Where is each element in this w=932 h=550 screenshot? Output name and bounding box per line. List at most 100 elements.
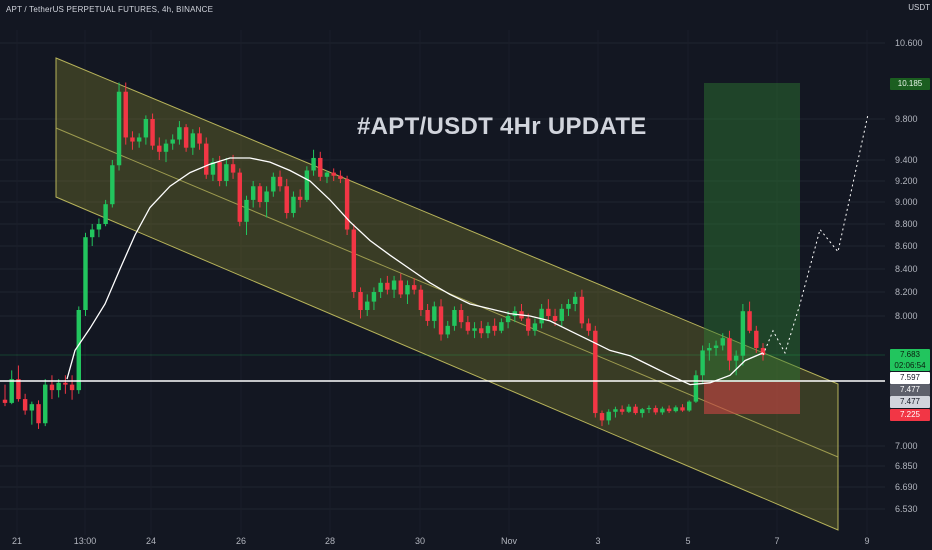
- candle-body: [499, 322, 504, 331]
- candle-body: [760, 347, 766, 355]
- last-price-tag: 7.683 02:06:54: [890, 349, 930, 371]
- currency-label: USDT: [908, 3, 930, 12]
- candle-body: [36, 404, 41, 424]
- chart-headline: #APT/USDT 4Hr UPDATE: [357, 113, 647, 140]
- candle-body: [204, 143, 209, 175]
- price-axis[interactable]: 10.600 9.800 9.400 9.200 9.000 8.800 8.600 8.40…: [895, 38, 923, 514]
- candle-body: [371, 292, 377, 302]
- candle-body: [76, 310, 82, 391]
- candle-body: [673, 407, 679, 412]
- candle-body: [492, 325, 497, 331]
- candle-body: [398, 280, 403, 295]
- candle-body: [190, 133, 196, 148]
- price-tick-label: 7.000: [895, 441, 918, 451]
- candle-body: [344, 178, 350, 230]
- candle-body: [626, 406, 632, 412]
- candle-body: [130, 137, 135, 142]
- candle-body: [385, 282, 390, 290]
- candle-body: [505, 316, 511, 323]
- price-tick-label: 9.400: [895, 155, 918, 165]
- candle-body: [291, 196, 296, 213]
- candle-body: [666, 408, 672, 412]
- time-tick-label: 7: [774, 536, 779, 546]
- time-tick-label: 28: [325, 536, 335, 546]
- candle-body: [9, 379, 14, 403]
- candle-body: [83, 237, 88, 310]
- time-axis[interactable]: 21 13:00 24 26 28 30 Nov 3 5 7 9: [12, 536, 870, 546]
- candle-body: [56, 382, 61, 391]
- candle-body: [49, 384, 55, 391]
- candle-body: [264, 191, 269, 202]
- candle-body: [277, 176, 283, 187]
- candle-body: [143, 119, 149, 138]
- candle-body: [177, 127, 182, 140]
- candle-body: [2, 399, 8, 403]
- candle-body: [633, 406, 638, 414]
- candle-body: [136, 137, 142, 142]
- candle-body: [224, 164, 229, 181]
- candle-body: [391, 280, 397, 290]
- candle-body: [271, 176, 276, 192]
- candle-body: [599, 413, 605, 421]
- candle-body: [123, 91, 128, 138]
- candle-body: [713, 345, 719, 348]
- price-tick-label: 8.600: [895, 241, 918, 251]
- moving-average-line: [66, 157, 764, 386]
- candle-body: [445, 325, 450, 335]
- candle-body: [297, 196, 303, 200]
- time-tick-label: 24: [146, 536, 156, 546]
- time-tick-label: 13:00: [74, 536, 97, 546]
- candle-body: [284, 186, 289, 213]
- price-tick-label: 9.200: [895, 176, 918, 186]
- candle-body: [526, 318, 531, 331]
- price-tick-label: 8.200: [895, 287, 918, 297]
- candle-body: [552, 316, 558, 321]
- projection-path: [762, 114, 869, 356]
- candle-body: [411, 285, 417, 290]
- target-price-tag: 10.185: [890, 78, 930, 90]
- candle-body: [754, 330, 759, 348]
- candle-body: [237, 172, 242, 222]
- symbol-header: APT / TetherUS PERPETUAL FUTURES, 4h, BI…: [6, 5, 214, 14]
- candle-body: [358, 292, 363, 310]
- candle-body: [157, 145, 162, 152]
- candle-body: [485, 325, 491, 334]
- support-price-tag: 7.597: [890, 372, 930, 384]
- candle-body: [405, 285, 410, 295]
- candle-body: [217, 162, 222, 181]
- candle-body: [103, 204, 108, 224]
- candle-body: [572, 296, 578, 304]
- candle-body: [170, 139, 175, 144]
- candle-body: [110, 165, 115, 205]
- price-tick-label: 6.530: [895, 504, 918, 514]
- price-tick-label: 9.000: [895, 197, 918, 207]
- candle-body: [29, 404, 35, 411]
- price-tick-label: 8.400: [895, 264, 918, 274]
- candle-body: [338, 175, 343, 179]
- candle-body: [593, 330, 598, 414]
- candle-body: [43, 384, 48, 424]
- candle-body: [378, 282, 383, 292]
- candle-body: [89, 229, 95, 238]
- candle-body: [197, 133, 202, 144]
- candle-body: [438, 306, 444, 335]
- time-tick-label: 5: [685, 536, 690, 546]
- candle-body: [304, 170, 310, 200]
- target-zone: [704, 83, 800, 382]
- entry-price-tag: 7.477: [890, 384, 930, 396]
- candle-body: [566, 304, 571, 309]
- candle-body: [22, 399, 28, 411]
- candle-body: [351, 229, 357, 292]
- entry-price-tag-2: 7.477: [890, 396, 930, 408]
- candle-body: [733, 355, 739, 361]
- time-tick-label: 3: [595, 536, 600, 546]
- candle-body: [311, 157, 316, 171]
- candle-body: [686, 401, 692, 411]
- price-tick-label: 10.600: [895, 38, 923, 48]
- time-tick-label: Nov: [501, 536, 518, 546]
- candle-body: [16, 379, 21, 400]
- candle-body: [116, 91, 122, 166]
- candle-body: [720, 338, 725, 346]
- candle-body: [452, 310, 457, 326]
